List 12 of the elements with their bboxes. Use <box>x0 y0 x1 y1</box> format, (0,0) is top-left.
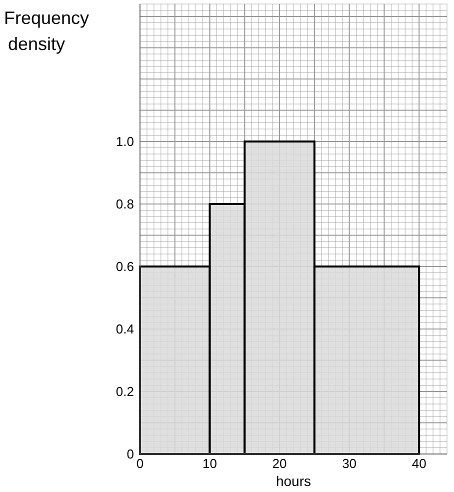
x-tick-label: 20 <box>272 456 287 471</box>
x-tick-label: 0 <box>136 456 144 471</box>
y-tick-label: 1.0 <box>116 134 134 150</box>
x-tick-label: 30 <box>342 456 357 471</box>
y-tick-label: 0.4 <box>116 322 134 337</box>
y-axis-title: Frequency density <box>4 8 90 54</box>
x-axis-title: hours <box>276 473 312 489</box>
x-tick-label: 40 <box>412 456 426 471</box>
y-tick-label: 0.8 <box>116 196 134 212</box>
y-tick-label: 0.6 <box>116 259 134 274</box>
y-tick-label: 0.2 <box>116 384 134 400</box>
x-tick-label: 10 <box>202 456 218 471</box>
